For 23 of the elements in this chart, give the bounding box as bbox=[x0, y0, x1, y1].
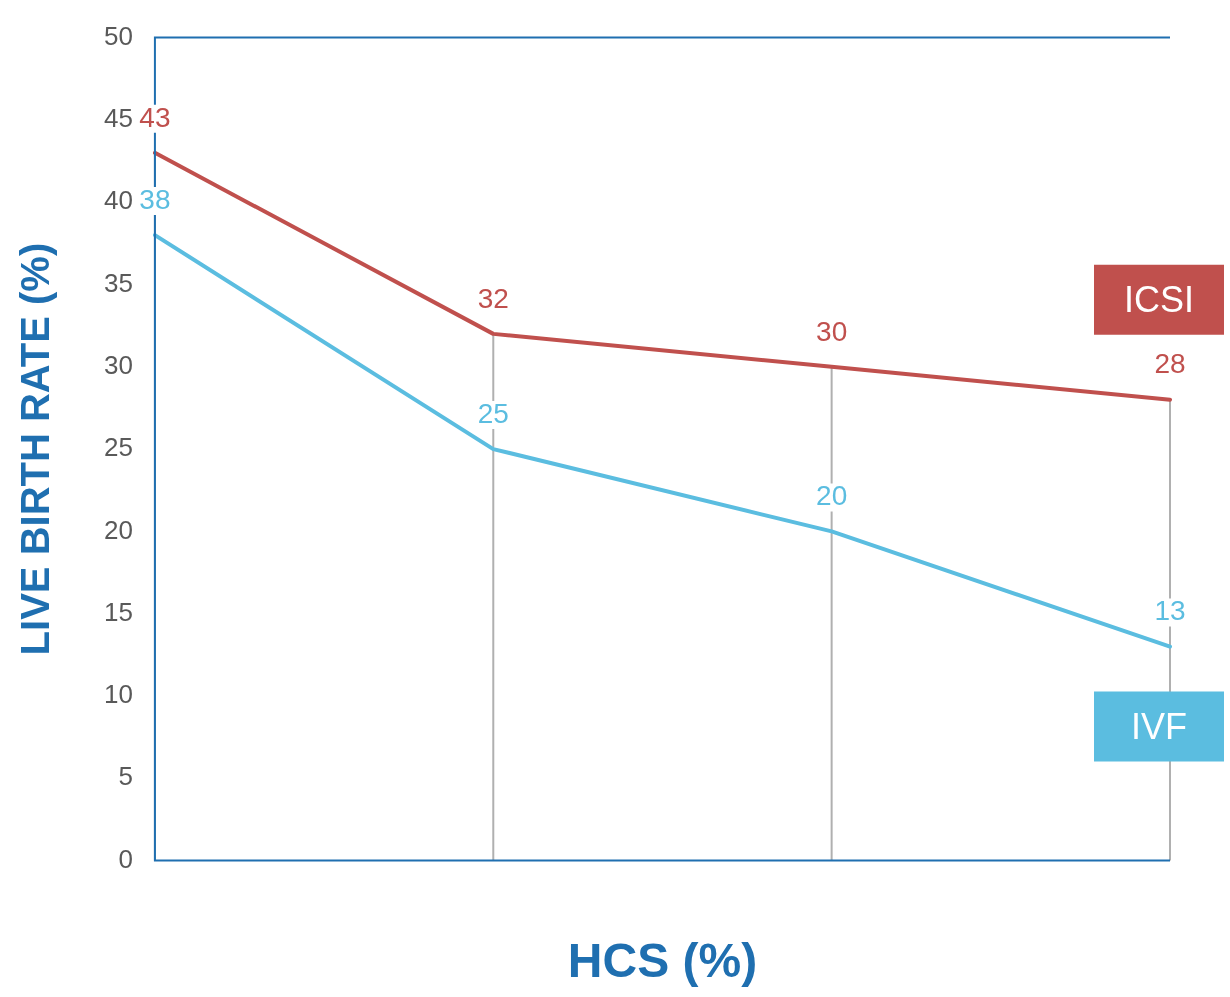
data-label: 32 bbox=[477, 282, 509, 314]
data-label: 25 bbox=[477, 397, 509, 429]
y-tick-label: 35 bbox=[104, 267, 133, 298]
data-label: 13 bbox=[1154, 595, 1186, 627]
y-tick-label: 10 bbox=[104, 679, 133, 710]
text: ICSI bbox=[1123, 278, 1195, 320]
data-label: 43 bbox=[139, 101, 171, 133]
series-label: IVF bbox=[1130, 705, 1188, 747]
y-tick-label: 45 bbox=[104, 103, 133, 134]
y-tick-label: 15 bbox=[104, 596, 133, 627]
y-tick-label: 30 bbox=[104, 349, 133, 380]
x-axis-title: HCS (%) bbox=[567, 934, 758, 988]
data-label: 20 bbox=[816, 480, 848, 512]
y-tick-label: 5 bbox=[118, 761, 133, 792]
data-label: 30 bbox=[816, 315, 848, 347]
data-label: 38 bbox=[139, 183, 171, 215]
y-tick-label: 40 bbox=[104, 185, 133, 216]
y-tick-label: 0 bbox=[118, 843, 133, 874]
y-axis-title: LIVE BIRTH RATE (%) bbox=[13, 242, 58, 656]
data-label: 28 bbox=[1154, 348, 1186, 380]
y-tick-label: 50 bbox=[104, 20, 133, 51]
y-tick-label: 20 bbox=[104, 514, 133, 545]
y-tick-label: 25 bbox=[104, 432, 133, 463]
